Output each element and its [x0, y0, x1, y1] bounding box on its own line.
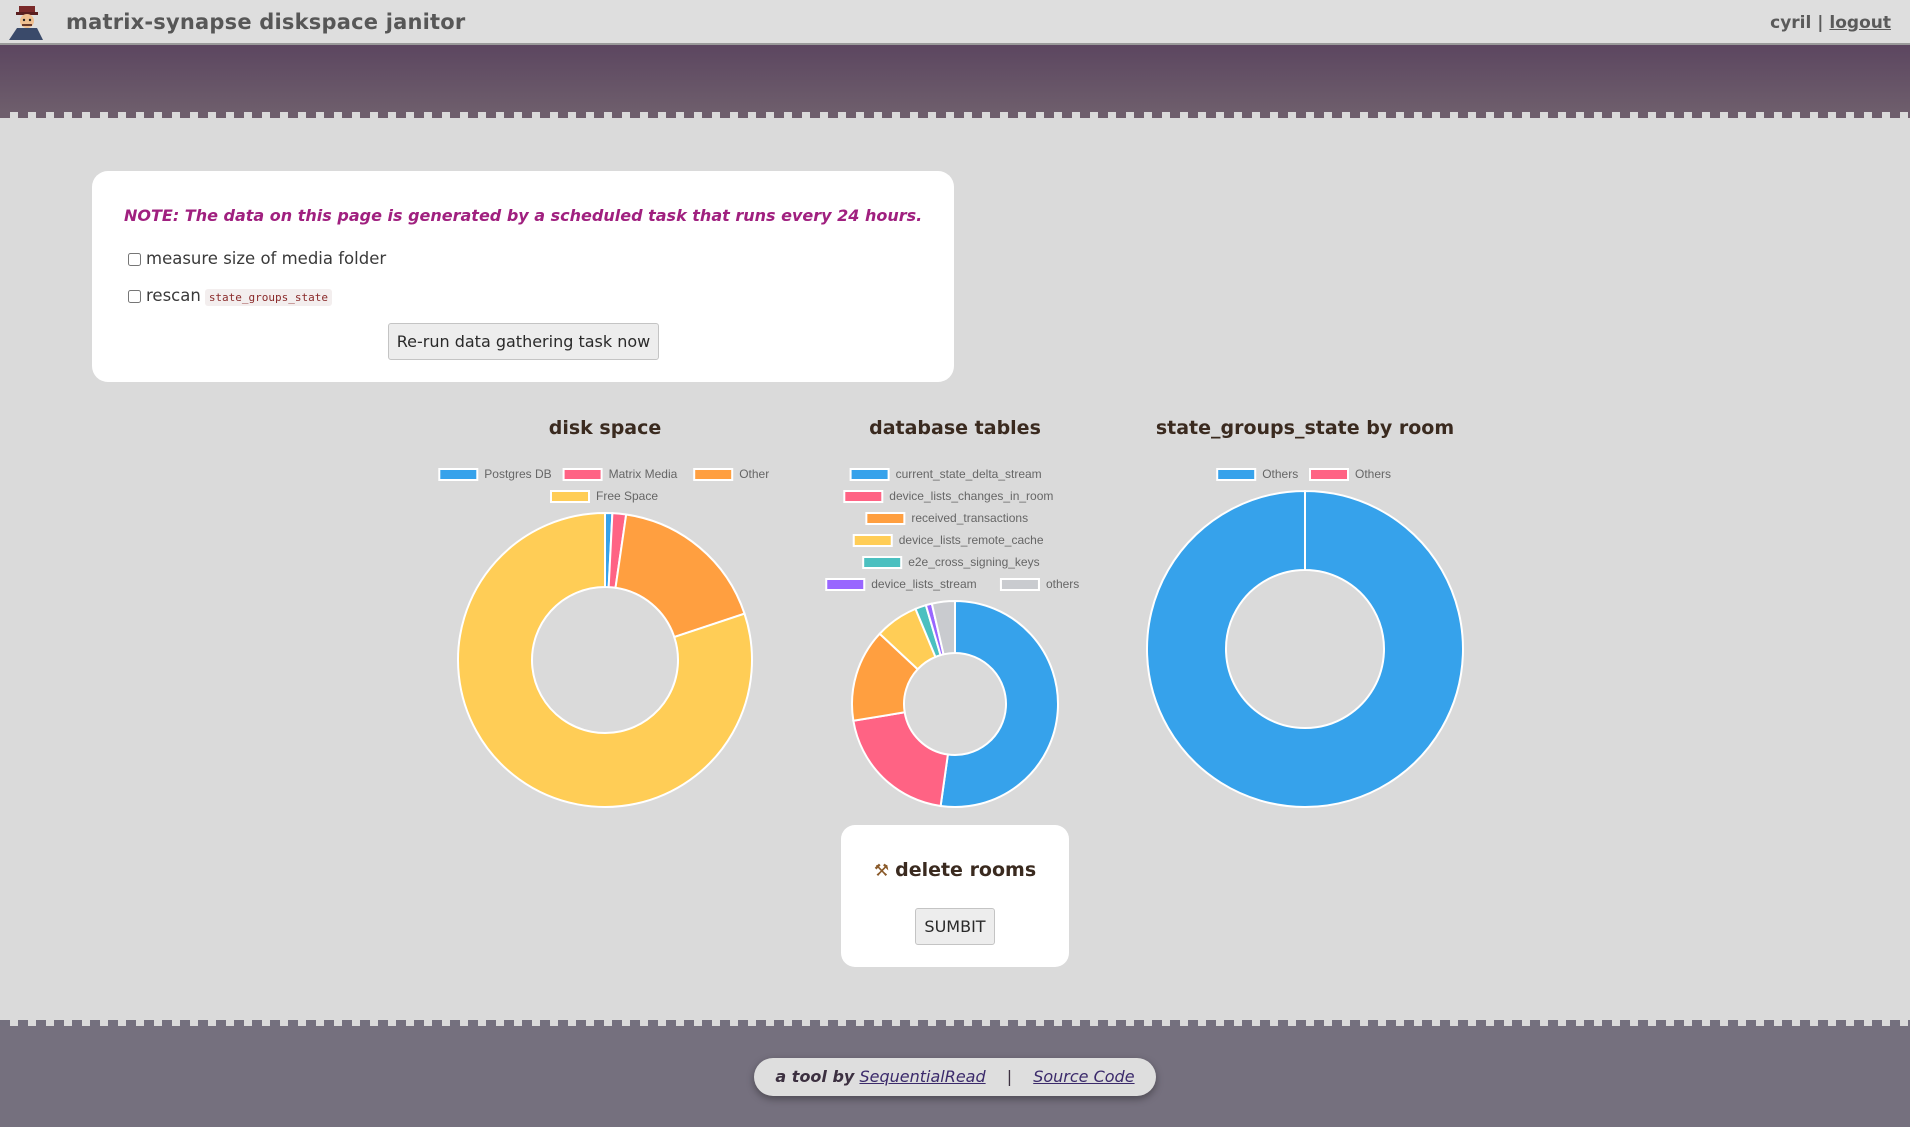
- database-tables-chart[interactable]: current_state_delta_stream device_lists_c…: [800, 460, 1110, 815]
- legend-swatch: [999, 578, 1040, 591]
- delete-rooms-card: ⚒ delete rooms SUMBIT: [841, 825, 1069, 967]
- pie-slice[interactable]: [614, 513, 746, 639]
- legend-item[interactable]: Other: [693, 467, 769, 481]
- pie-slice[interactable]: [457, 511, 753, 808]
- logout-link[interactable]: logout: [1829, 13, 1891, 33]
- legend-label: Free Space: [596, 489, 658, 503]
- legend-swatch: [562, 468, 603, 481]
- legend-item[interactable]: received_transactions: [865, 511, 1028, 525]
- legend-label: device_lists_remote_cache: [899, 533, 1044, 547]
- legend-swatch: [852, 534, 893, 547]
- legend-swatch: [438, 468, 479, 481]
- legend-label: Others: [1262, 467, 1298, 481]
- legend-swatch: [1216, 468, 1257, 481]
- legend-label: e2e_cross_signing_keys: [908, 555, 1039, 569]
- pie-slice[interactable]: [930, 599, 956, 656]
- user-box: cyril | logout: [1770, 13, 1891, 33]
- legend-swatch: [825, 578, 866, 591]
- schedule-note: NOTE: The data on this page is generated…: [124, 206, 923, 225]
- pie-slice[interactable]: [852, 711, 950, 808]
- chart-title-disk: disk space: [548, 417, 662, 439]
- legend-swatch: [550, 490, 590, 503]
- app-title: matrix-synapse diskspace janitor: [66, 10, 466, 34]
- header-band: [0, 45, 1910, 112]
- legend-label: others: [1046, 577, 1079, 591]
- hammer-icon: ⚒: [873, 861, 890, 881]
- user-separator: |: [1817, 13, 1824, 33]
- janitor-logo-icon: [9, 6, 43, 40]
- legend-label: received_transactions: [911, 511, 1028, 525]
- legend-item[interactable]: Postgres DB: [438, 467, 552, 481]
- username: cyril: [1770, 13, 1812, 33]
- legend-item[interactable]: others: [999, 577, 1079, 591]
- legend-label: Matrix Media: [609, 467, 678, 481]
- rescan-code: state_groups_state: [204, 289, 333, 306]
- chart-title-state: state_groups_state by room: [1155, 417, 1455, 439]
- pie-slice[interactable]: [1146, 489, 1464, 808]
- legend-item[interactable]: Matrix Media: [562, 467, 678, 481]
- delete-rooms-title: ⚒ delete rooms: [841, 859, 1069, 881]
- legend-label: current_state_delta_stream: [896, 467, 1042, 481]
- rerun-task-button[interactable]: Re-run data gathering task now: [388, 323, 659, 360]
- legend-swatch: [865, 512, 906, 525]
- legend-label: Others: [1355, 467, 1391, 481]
- legend-item[interactable]: device_lists_changes_in_room: [843, 489, 1053, 503]
- footer-dashed-edge: [0, 1020, 1910, 1026]
- legend-swatch: [862, 556, 903, 569]
- legend-item[interactable]: device_lists_stream: [825, 577, 977, 591]
- chart-title-tables: database tables: [869, 417, 1041, 439]
- legend-item[interactable]: Others: [1309, 467, 1391, 481]
- legend-item[interactable]: device_lists_remote_cache: [852, 533, 1044, 547]
- legend-swatch: [1309, 468, 1349, 481]
- rescan-checkbox[interactable]: [128, 290, 141, 303]
- legend-item[interactable]: Others: [1216, 467, 1298, 481]
- legend-label: Other: [739, 467, 769, 481]
- media-option-label: measure size of media folder: [146, 249, 387, 268]
- state-groups-chart[interactable]: Others Others: [1130, 460, 1480, 815]
- legend-item[interactable]: Free Space: [550, 489, 658, 503]
- legend-label: Postgres DB: [484, 467, 551, 481]
- disk-space-chart[interactable]: Postgres DB Matrix Media Other Free Space: [420, 460, 790, 815]
- legend-swatch: [849, 468, 890, 481]
- submit-button[interactable]: SUMBIT: [915, 908, 995, 945]
- task-card: NOTE: The data on this page is generated…: [92, 171, 954, 382]
- header-dashed-edge: [0, 112, 1910, 118]
- rescan-option[interactable]: rescan state_groups_state: [128, 286, 333, 306]
- delete-rooms-label: delete rooms: [895, 859, 1037, 881]
- footer-credits: a tool by SequentialRead | Source Code: [754, 1058, 1156, 1096]
- footer-separator: |: [1006, 1067, 1013, 1086]
- rescan-option-label: rescan: [146, 286, 201, 305]
- legend-item[interactable]: current_state_delta_stream: [849, 467, 1042, 481]
- legend-swatch: [843, 490, 884, 503]
- author-link[interactable]: SequentialRead: [859, 1067, 986, 1086]
- media-checkbox[interactable]: [128, 253, 141, 266]
- legend-item[interactable]: e2e_cross_signing_keys: [862, 555, 1040, 569]
- top-bar: matrix-synapse diskspace janitor cyril |…: [0, 0, 1910, 45]
- media-option[interactable]: measure size of media folder: [128, 249, 386, 268]
- legend-swatch: [693, 468, 734, 481]
- legend-label: device_lists_changes_in_room: [889, 489, 1053, 503]
- pie-slice[interactable]: [939, 599, 1059, 808]
- legend-label: device_lists_stream: [871, 577, 976, 591]
- source-code-link[interactable]: Source Code: [1033, 1067, 1135, 1086]
- footer-prefix: a tool by: [775, 1067, 855, 1086]
